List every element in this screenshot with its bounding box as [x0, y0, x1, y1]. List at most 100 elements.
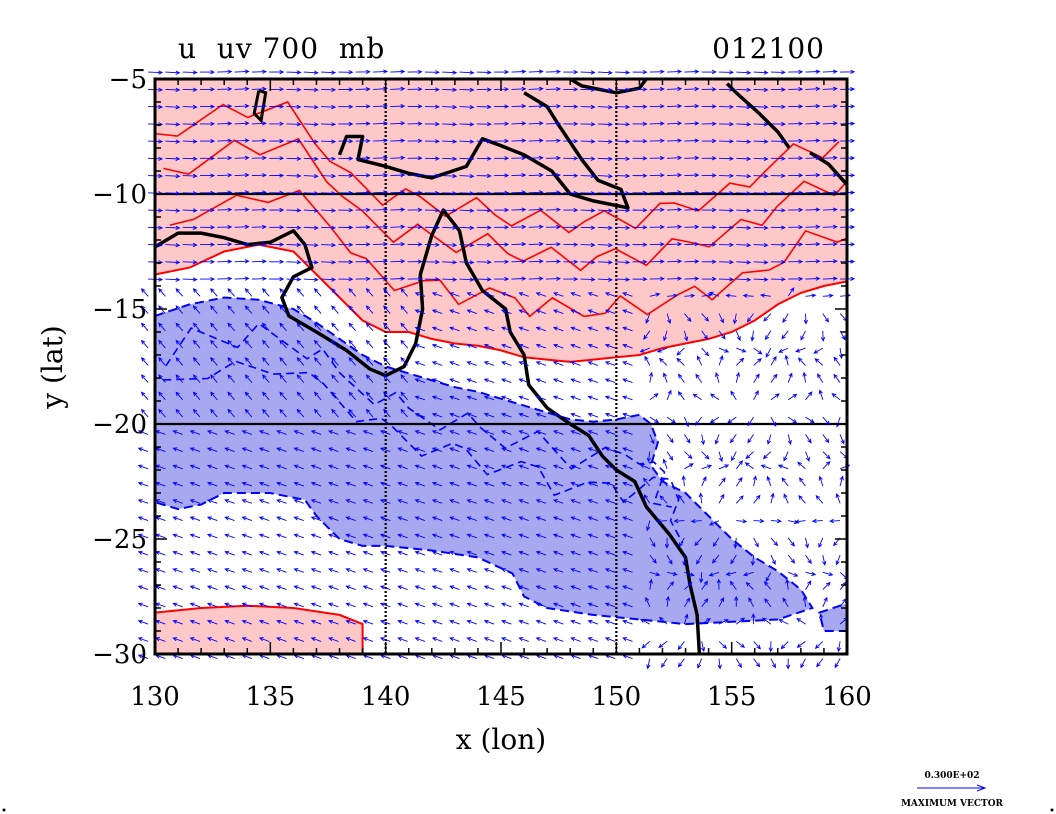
wind-vector-127 [189, 447, 201, 453]
wind-vector-228 [244, 374, 253, 383]
wind-vector-158 [210, 374, 218, 383]
wind-vector-89 [175, 391, 184, 401]
wind-vector-142 [217, 104, 233, 109]
wind-vector-405 [331, 408, 339, 418]
wind-vector-291 [286, 260, 302, 265]
wind-vector-308 [276, 550, 287, 556]
wind-vector-929 [587, 395, 599, 401]
wind-vector-443 [345, 464, 356, 470]
wind-vector-172 [206, 619, 218, 625]
wind-vector-1376 [822, 259, 838, 264]
wind-vector-1418 [833, 373, 841, 383]
wind-vector-464 [372, 224, 389, 229]
wind-vector-1344 [803, 313, 809, 325]
wind-vector-1277 [770, 355, 777, 366]
wind-vector-1353 [797, 461, 806, 470]
wind-vector-812 [545, 190, 562, 195]
wind-vector-537 [407, 276, 423, 282]
wind-vector-126 [189, 430, 201, 435]
wind-vector-1279 [770, 393, 780, 401]
wind-vector-541 [400, 339, 408, 349]
wind-vector-1286 [770, 518, 782, 524]
wind-vector-211 [251, 86, 267, 92]
wind-vector-82 [182, 277, 198, 282]
wind-vector-1020 [649, 155, 665, 161]
y-axis-label: y (lat) [36, 325, 69, 409]
wind-vector-1377 [822, 276, 838, 281]
wind-vector-936 [587, 516, 599, 522]
wind-vector-867 [552, 533, 564, 539]
wind-vector-1036 [649, 434, 655, 445]
wind-vector-271 [258, 516, 270, 522]
wind-vector-403 [331, 374, 339, 383]
wind-vector-282 [286, 104, 302, 110]
wind-vector-375 [310, 499, 322, 504]
wind-vector-760 [501, 499, 512, 504]
wind-vector-616 [431, 430, 443, 435]
wind-vector-849 [563, 225, 579, 230]
wind-vector-1054 [667, 138, 683, 143]
wind-vector-499 [390, 224, 406, 229]
wind-vector-573 [414, 292, 426, 297]
wind-vector-781 [528, 259, 544, 264]
x-tick-label-140: 140 [361, 682, 411, 712]
wind-vector-813 [545, 207, 562, 212]
wind-vector-450 [345, 585, 356, 591]
wind-vector-546 [397, 430, 408, 435]
wind-vector-870 [552, 585, 564, 591]
wind-vector-1078 [666, 554, 673, 565]
wind-vector-1117 [683, 613, 689, 625]
wind-vector-743 [511, 207, 527, 212]
wind-vector-666 [476, 87, 492, 92]
wind-vector-458 [372, 121, 389, 126]
wind-vector-1186 [718, 597, 724, 608]
wind-vector-933 [587, 464, 599, 470]
wind-vector-372 [310, 447, 322, 453]
wind-vector-661 [449, 602, 460, 608]
wind-vector-706 [494, 173, 510, 178]
wind-vector-544 [400, 391, 408, 401]
wind-vector-86 [175, 339, 184, 349]
wind-vector-387 [338, 104, 354, 109]
wind-vector-806 [545, 86, 562, 92]
wind-vector-1096 [684, 259, 700, 264]
wind-vector-662 [449, 619, 460, 625]
wind-vector-84 [175, 305, 184, 314]
wind-vector-1121 [701, 87, 717, 92]
wind-vector-452 [345, 619, 356, 625]
wind-vector-37 [165, 105, 181, 110]
wind-vector-79 [182, 225, 198, 230]
coastline-australia [155, 208, 702, 654]
wind-vector-435 [348, 322, 357, 332]
wind-vector-697 [466, 619, 477, 625]
wind-vector-1214 [735, 476, 743, 487]
wind-vector-945 [615, 70, 631, 75]
wind-vector-1434 [834, 658, 841, 669]
wind-vector-227 [244, 357, 253, 366]
wind-vector-359 [321, 225, 337, 230]
wind-vector-679 [466, 309, 477, 315]
wind-vector-1224 [735, 658, 742, 669]
wind-vector-1131 [701, 259, 717, 264]
wind-vector-525 [407, 69, 423, 75]
wind-vector-635 [459, 156, 475, 162]
wind-vector-1055 [667, 155, 683, 160]
wind-vector-976 [604, 602, 616, 608]
wind-vector-217 [251, 190, 267, 195]
wind-vector-675 [476, 242, 492, 248]
wind-vector-863 [552, 464, 564, 470]
wind-vector-667 [476, 104, 492, 110]
wind-vector-1327 [778, 619, 789, 625]
wind-vector-19 [140, 391, 149, 401]
wind-vector-1115 [684, 581, 693, 590]
wind-vector-608 [431, 292, 443, 297]
wind-vector-934 [587, 481, 599, 487]
wind-vector-587 [414, 533, 426, 539]
wind-vector-471 [365, 339, 374, 349]
wind-vector-1015 [649, 69, 665, 74]
wind-vector-169 [206, 568, 218, 573]
wind-vector-501 [390, 259, 406, 264]
wind-vector-600 [442, 156, 458, 161]
wind-vector-137 [189, 619, 201, 625]
wind-vector-511 [379, 430, 391, 435]
